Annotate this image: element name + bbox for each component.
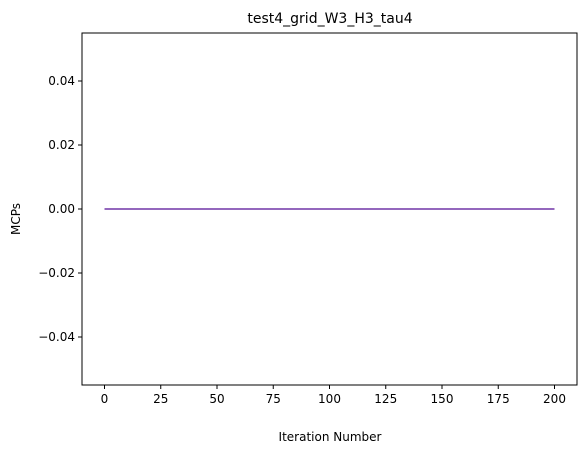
y-tick-label: 0.00: [48, 202, 75, 216]
plot-frame: [81, 32, 578, 386]
y-tick-label: −0.02: [38, 266, 75, 280]
chart-title: test4_grid_W3_H3_tau4: [247, 11, 412, 27]
x-tick-label: 50: [209, 392, 224, 406]
y-tick-label: 0.02: [48, 138, 75, 152]
x-tick-label: 0: [101, 392, 109, 406]
x-tick-label: 25: [153, 392, 168, 406]
y-axis-label: MCPs: [9, 203, 23, 235]
x-tick-label: 125: [374, 392, 397, 406]
x-tick-label: 175: [487, 392, 510, 406]
x-tick-label: 200: [543, 392, 566, 406]
plot-area: 0 25 50 75 100 125 150 175 200 −0.04 −0.02 0.00 0.02…: [38, 32, 578, 406]
y-tick-label: 0.04: [48, 74, 75, 88]
y-tick-label: −0.04: [38, 330, 75, 344]
x-tick-label: 150: [431, 392, 454, 406]
x-axis-label: Iteration Number: [279, 430, 382, 444]
x-tick-label: 75: [266, 392, 281, 406]
x-tick-label: 100: [318, 392, 341, 406]
